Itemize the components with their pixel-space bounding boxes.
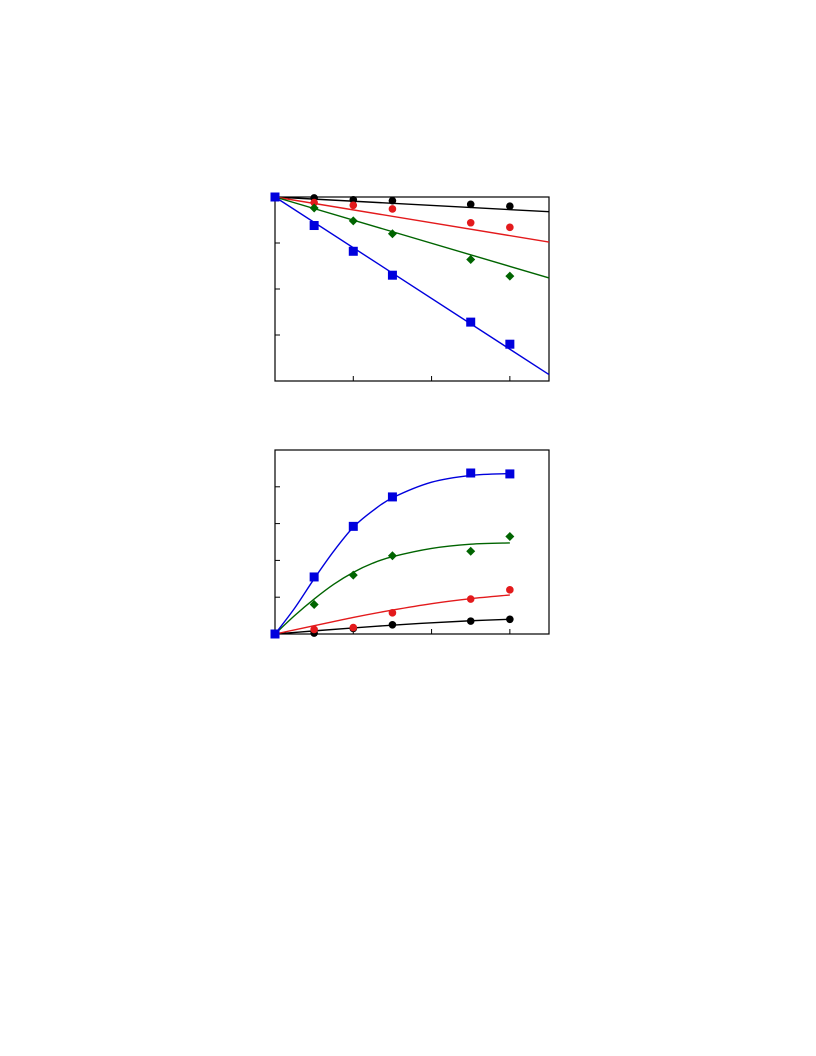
data-point-2-1: [309, 203, 319, 213]
data-point-3-4: [466, 468, 476, 478]
fit-line-3: [274, 196, 550, 376]
data-point-0-3: [388, 196, 397, 205]
data-point-2-2: [348, 570, 358, 580]
data-point-0-4: [466, 617, 475, 625]
fit-line-0: [274, 196, 550, 213]
data-point-3-5: [505, 469, 515, 479]
data-point-0-5: [506, 615, 514, 624]
data-point-0-4: [466, 200, 475, 209]
fit-line-2: [274, 542, 510, 635]
data-point-0-3: [388, 621, 397, 629]
data-point-1-4: [466, 595, 475, 603]
data-point-3-3: [387, 270, 397, 280]
data-point-1-2: [349, 623, 358, 632]
fit-line-1: [274, 196, 550, 243]
data-point-2-4: [466, 546, 476, 556]
data-point-1-5: [506, 223, 514, 232]
data-point-2-5: [505, 271, 515, 281]
data-point-2-3: [387, 229, 397, 239]
data-point-3-1: [309, 572, 319, 582]
fit-line-3: [274, 472, 510, 635]
data-point-0-2: [349, 195, 358, 204]
data-point-3-2: [348, 246, 358, 256]
data-point-0-5: [506, 202, 514, 210]
plot-frame: [274, 449, 550, 635]
data-point-1-3: [388, 205, 397, 213]
data-point-3-1: [309, 221, 319, 231]
data-point-3-0: [270, 629, 280, 639]
data-point-3-4: [466, 317, 476, 327]
data-point-1-4: [466, 218, 475, 227]
bottom-chart: [270, 449, 550, 639]
top-chart: [270, 192, 550, 382]
fit-line-2: [274, 196, 550, 279]
data-point-1-1: [310, 198, 318, 207]
data-point-3-3: [387, 492, 397, 502]
data-point-3-5: [505, 339, 515, 349]
data-point-2-4: [466, 255, 476, 265]
data-point-2-1: [309, 600, 319, 610]
data-point-1-5: [506, 586, 514, 594]
data-point-1-2: [349, 201, 358, 210]
data-point-1-1: [310, 625, 318, 634]
data-point-1-3: [388, 609, 397, 617]
data-point-3-0: [270, 192, 280, 202]
data-point-2-2: [348, 216, 358, 226]
data-point-2-5: [505, 531, 515, 541]
data-point-2-3: [387, 551, 397, 561]
data-point-3-2: [348, 521, 358, 531]
